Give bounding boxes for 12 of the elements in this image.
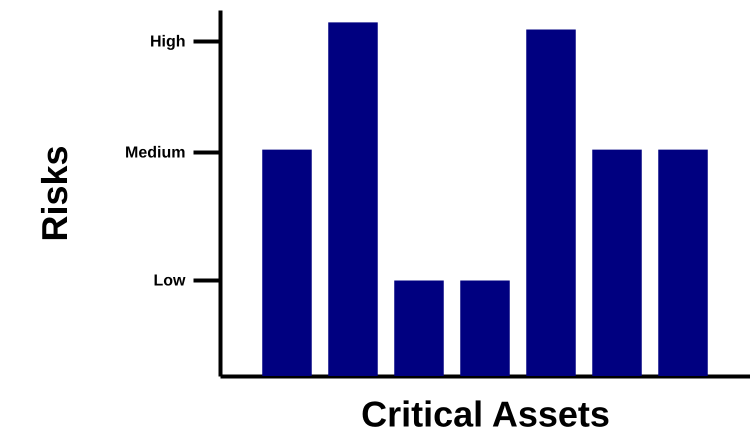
y-axis-title: Risks (34, 145, 76, 242)
text: Medium (125, 144, 186, 162)
bar (328, 22, 378, 376)
bar (658, 150, 708, 376)
bar (460, 280, 510, 376)
x-axis-title: Critical Assets (361, 394, 610, 434)
text: Low (154, 272, 186, 290)
bar (592, 150, 642, 376)
bar (394, 280, 444, 376)
text: High (150, 34, 186, 51)
bar (262, 150, 312, 376)
bar (526, 29, 576, 376)
